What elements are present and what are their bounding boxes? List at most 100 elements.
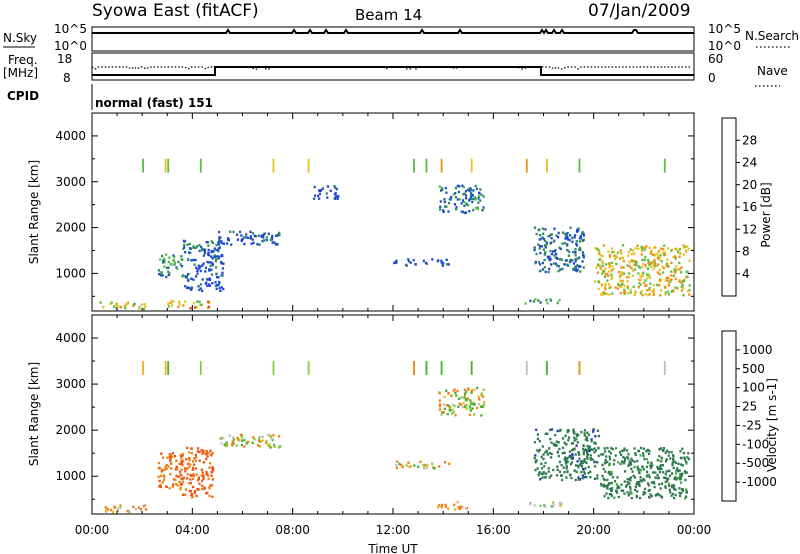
heatmap-cell — [566, 236, 569, 239]
heatmap-cell — [575, 438, 578, 441]
heatmap-cell — [116, 507, 119, 510]
heatmap-cell — [622, 266, 625, 269]
heatmap-cell — [631, 249, 635, 252]
heatmap-cell — [580, 462, 583, 465]
heatmap-cell — [157, 467, 160, 470]
heatmap-cell — [571, 442, 574, 445]
heatmap-cell — [258, 445, 261, 448]
heatmap-cell — [132, 304, 135, 308]
heatmap-cell — [613, 459, 616, 462]
heatmap-cell — [163, 478, 166, 482]
heatmap-cell — [548, 255, 551, 258]
heatmap-cell — [175, 266, 178, 269]
heatmap-cell — [585, 461, 588, 465]
heatmap-cell — [180, 255, 183, 258]
heatmap-cell — [262, 233, 265, 236]
heatmap-cell — [664, 279, 667, 282]
heatmap-cell — [198, 244, 201, 247]
heatmap-cell — [200, 245, 203, 249]
heatmap-cell — [325, 192, 328, 195]
heatmap-cell — [623, 480, 626, 483]
heatmap-cell — [583, 434, 586, 437]
heatmap-cell — [608, 493, 611, 496]
heatmap-cell — [534, 298, 537, 301]
heatmap-cell — [647, 262, 650, 265]
heatmap-cell — [575, 470, 578, 473]
heatmap-cell — [650, 249, 653, 252]
heatmap-cell — [254, 235, 257, 238]
heatmap-cell — [544, 239, 547, 242]
heatmap-cell — [181, 477, 184, 480]
heatmap-cell — [180, 462, 183, 466]
heatmap-cell — [653, 254, 656, 257]
heatmap-cell — [642, 493, 645, 496]
heatmap-cell — [172, 483, 175, 486]
heatmap-cell — [189, 463, 192, 466]
heatmap-cell — [621, 282, 624, 286]
heatmap-cell — [577, 433, 580, 437]
heatmap-cell — [672, 458, 675, 461]
heatmap-cell — [638, 282, 641, 285]
heatmap-cell — [186, 446, 189, 450]
heatmap-cell — [440, 187, 444, 190]
heatmap-cell — [245, 236, 248, 239]
heatmap-cell — [532, 300, 535, 303]
heatmap-cell — [189, 307, 192, 310]
heatmap-streak — [663, 361, 666, 375]
heatmap-cell — [425, 466, 428, 470]
heatmap-cell — [203, 486, 206, 489]
heatmap-cell — [448, 462, 451, 465]
heatmap-cell — [240, 234, 243, 237]
heatmap-cell — [162, 474, 165, 477]
heatmap-cell — [593, 477, 596, 480]
heatmap-cell — [313, 185, 316, 189]
heatmap-cell — [654, 262, 657, 265]
heatmap-cell — [645, 450, 648, 453]
heatmap-cell — [595, 266, 598, 269]
heatmap-cell — [575, 240, 578, 243]
heatmap-cell — [439, 205, 442, 208]
heatmap-cell — [199, 287, 202, 290]
heatmap-cell — [251, 238, 254, 241]
heatmap-cell — [273, 443, 276, 447]
heatmap-cell — [540, 472, 544, 476]
heatmap-cell — [644, 246, 647, 250]
heatmap-cell — [651, 464, 654, 467]
heatmap-cell — [453, 503, 456, 507]
heatmap-cell — [210, 474, 213, 477]
heatmap-cell — [465, 407, 468, 410]
heatmap-cell — [581, 477, 584, 480]
heatmap-cell — [620, 483, 623, 486]
heatmap-cell — [480, 393, 483, 397]
heatmap-cell — [666, 279, 669, 282]
heatmap-cell — [249, 237, 252, 240]
heatmap-cell — [220, 442, 223, 445]
heatmap-cell — [688, 259, 691, 262]
heatmap-cell — [561, 446, 565, 449]
heatmap-cell — [559, 504, 562, 507]
heatmap-cell — [465, 211, 468, 214]
heatmap-cell — [634, 290, 637, 293]
heatmap-cell — [482, 206, 485, 209]
heatmap-cell — [634, 485, 637, 488]
nave-tick-bottom: 0 — [708, 71, 716, 85]
heatmap-cell — [648, 476, 651, 479]
heatmap-cell — [398, 462, 401, 466]
heatmap-cell — [610, 489, 613, 492]
heatmap-cell — [639, 469, 642, 472]
nave-tick-top: 60 — [708, 52, 723, 66]
heatmap-cell — [539, 263, 542, 266]
heatmap-cell — [188, 459, 191, 462]
heatmap-cell — [440, 259, 443, 263]
heatmap-cell — [175, 468, 178, 471]
heatmap-cell — [604, 462, 607, 465]
heatmap-cell — [597, 434, 600, 438]
heatmap-cell — [653, 260, 656, 263]
heatmap-cell — [567, 436, 571, 439]
heatmap-cell — [642, 447, 645, 450]
heatmap-cell — [633, 447, 636, 450]
colorbar-tick-label: 8 — [742, 245, 750, 259]
heatmap-cell — [445, 404, 448, 407]
heatmap-cell — [448, 406, 451, 409]
